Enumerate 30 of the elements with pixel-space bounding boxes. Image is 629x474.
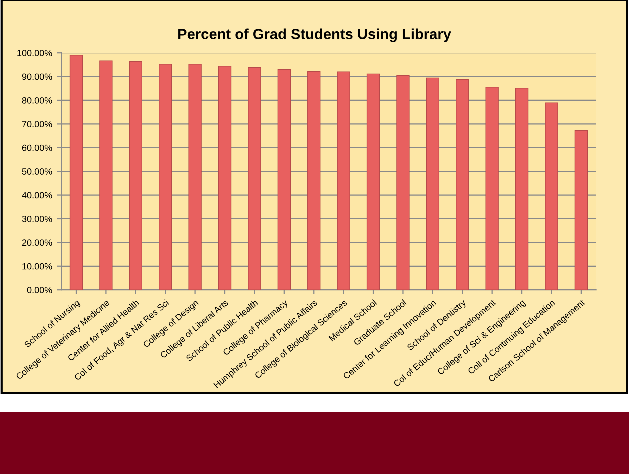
y-tick-label: 100.00% [18, 50, 52, 56]
bar [456, 80, 470, 290]
y-tick-label: 30.00% [22, 216, 52, 222]
bar [278, 69, 291, 290]
bar [218, 66, 232, 290]
y-tick-label: 60.00% [22, 144, 52, 152]
y-tick-label: 20.00% [22, 240, 52, 246]
bar [248, 67, 262, 290]
bar [515, 88, 529, 290]
bar [574, 130, 588, 290]
y-tick-label: 10.00% [22, 263, 52, 270]
bar [426, 78, 440, 290]
bar [70, 55, 84, 290]
bar [396, 75, 410, 290]
bar [366, 74, 380, 290]
bar [486, 87, 499, 290]
y-tick-label: 0.00% [27, 287, 52, 294]
bar [129, 62, 142, 290]
bar [308, 71, 321, 290]
bar [545, 102, 558, 290]
bar [337, 72, 350, 290]
y-tick-label: 70.00% [22, 121, 52, 128]
y-tick-label: 50.00% [22, 168, 52, 175]
y-tick-label: 80.00% [22, 97, 52, 104]
y-tick-label: 90.00% [22, 74, 52, 80]
y-tick-label: 40.00% [22, 192, 52, 199]
bar [100, 60, 113, 290]
bar [188, 64, 202, 290]
bar [159, 64, 172, 290]
chart-title: Percent of Grad Students Using Library [178, 28, 452, 42]
